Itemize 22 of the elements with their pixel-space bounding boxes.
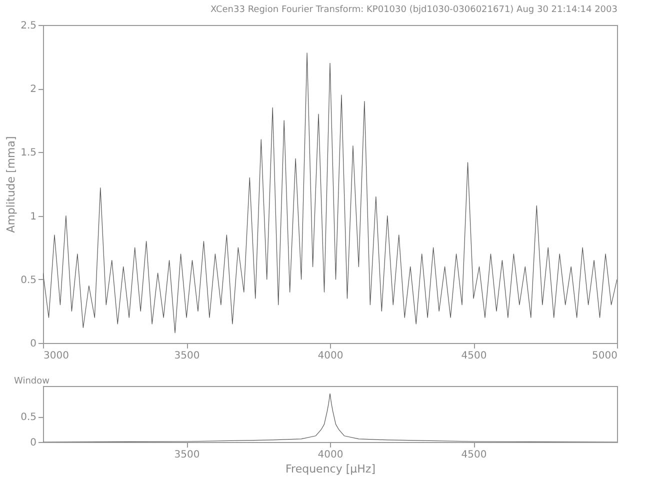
x-tick-label: 4500	[461, 350, 487, 362]
y-axis-title: Amplitude [mma]	[4, 136, 18, 233]
x-tick-label: 3500	[174, 350, 200, 362]
x-tick-label: 4000	[318, 350, 344, 362]
y-tick-label: 2	[30, 84, 36, 96]
x-tick-label: 5000	[592, 350, 618, 362]
y-tick-label: 1.5	[20, 148, 36, 159]
y-tick-label: 2.5	[20, 20, 36, 32]
y-tick-label: 0	[30, 338, 36, 350]
x-tick-label: 4500	[461, 450, 487, 460]
y-tick-label: 0.5	[20, 412, 36, 424]
x-tick-label: 3500	[174, 450, 200, 460]
x-axis-title: Frequency [μHz]	[286, 462, 376, 476]
x-tick-label: 4000	[318, 450, 344, 460]
y-tick-label: 0	[30, 438, 36, 448]
chart-title: XCen33 Region Fourier Transform: KP01030 (bjd1030-0306021671) Aug 30 21:14:14 2003	[210, 5, 618, 15]
y-tick-label: 1	[30, 211, 36, 222]
line-series	[43, 393, 617, 442]
y-tick-label: 0.5	[20, 274, 36, 286]
line-series	[43, 52, 617, 334]
x-tick-label: 3000	[44, 350, 69, 362]
y-axis-title: Window	[14, 376, 50, 386]
